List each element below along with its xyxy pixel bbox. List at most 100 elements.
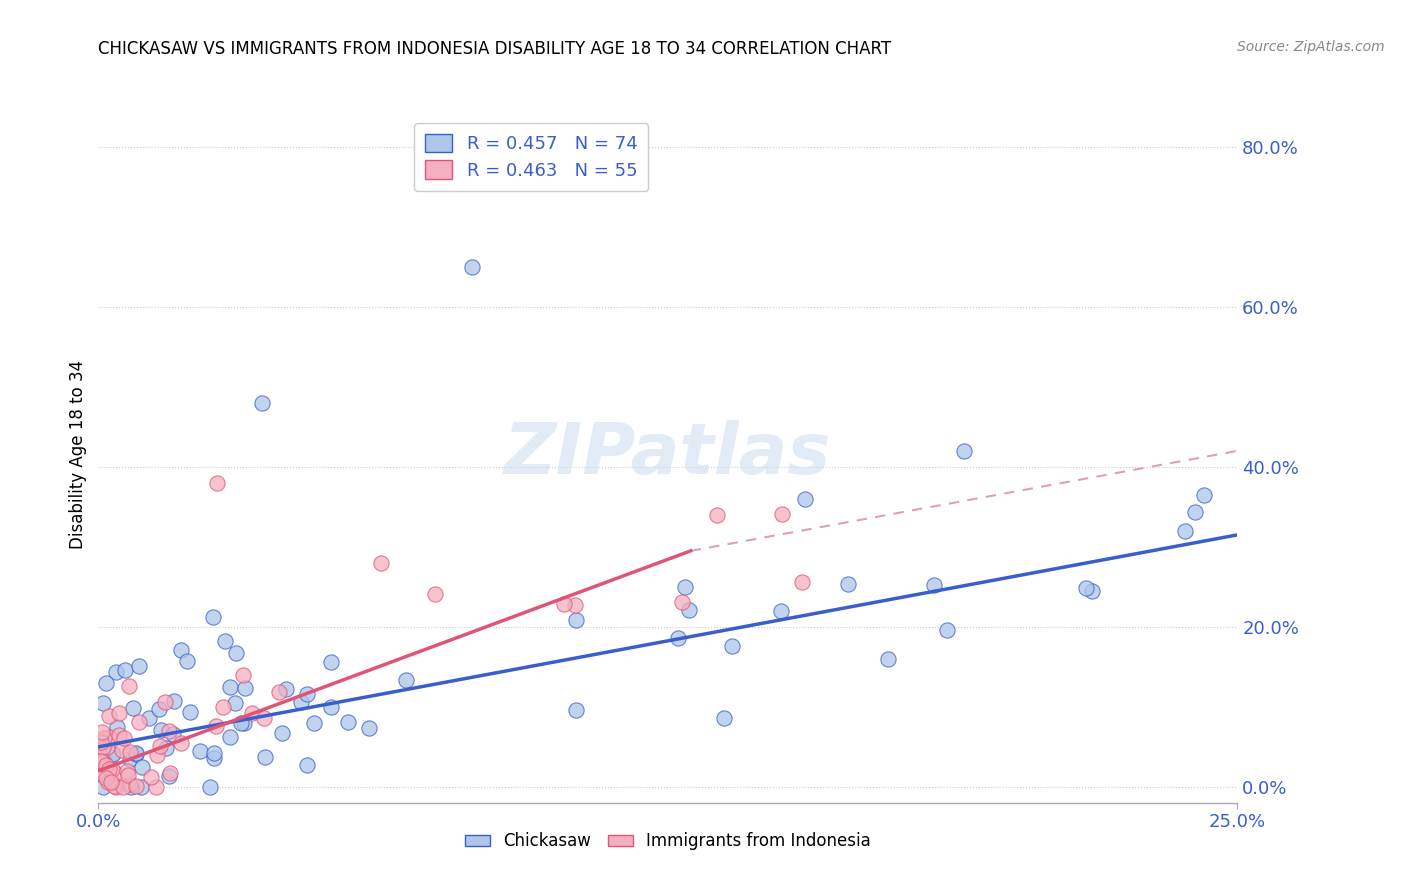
Point [267,685,290,699]
Point [225,646,247,660]
Point [91,780,114,794]
Point [321,700,343,714]
Point [157,769,180,783]
Point [90,734,112,748]
Point [198,780,221,794]
Point [721,639,744,653]
Point [953,444,976,458]
Point [793,491,815,506]
Point [253,750,276,764]
Point [93,768,115,782]
Point [274,681,297,696]
Point [94,758,117,772]
Point [114,663,136,677]
Point [100,747,122,761]
Point [141,770,163,784]
Point [98,762,121,776]
Point [105,721,128,735]
Point [666,631,689,645]
Point [138,710,160,724]
Point [1184,505,1206,519]
Point [97,775,120,789]
Point [108,728,131,742]
Point [96,676,118,690]
Point [101,762,124,776]
Point [162,726,184,740]
Point [357,721,380,735]
Point [1174,524,1197,538]
Point [423,587,446,601]
Point [706,508,728,523]
Point [117,768,139,782]
Point [205,475,228,490]
Point [922,578,945,592]
Point [153,695,176,709]
Point [553,597,575,611]
Point [103,779,125,793]
Point [115,764,138,778]
Point [201,610,224,624]
Point [118,679,141,693]
Point [129,780,152,794]
Point [108,706,131,720]
Legend: Chickasaw, Immigrants from Indonesia: Chickasaw, Immigrants from Indonesia [458,826,877,857]
Point [91,749,114,764]
Point [125,779,148,793]
Point [211,699,233,714]
Point [104,665,127,679]
Point [100,775,122,789]
Point [769,604,792,618]
Point [565,703,588,717]
Point [155,741,177,756]
Point [253,711,276,725]
Point [214,634,236,648]
Point [128,715,150,730]
Point [97,708,120,723]
Point [218,680,240,694]
Point [935,623,957,637]
Point [1074,581,1097,595]
Point [170,736,193,750]
Point [122,701,145,715]
Point [233,716,256,731]
Point [176,654,198,668]
Point [395,673,418,687]
Point [128,659,150,673]
Point [120,745,142,759]
Point [159,766,181,780]
Point [290,694,312,708]
Point [104,766,127,780]
Point [91,744,114,758]
Point [93,731,115,745]
Point [205,719,228,733]
Point [96,740,118,755]
Point [218,730,240,744]
Point [1081,584,1104,599]
Point [202,746,225,760]
Point [295,687,318,701]
Point [125,747,148,761]
Point [111,780,134,794]
Point [179,705,201,719]
Point [148,702,170,716]
Point [118,752,141,766]
Point [232,667,254,681]
Point [125,747,148,761]
Point [370,556,392,570]
Point [112,731,135,745]
Point [229,716,252,731]
Point [271,726,294,740]
Point [295,758,318,772]
Point [252,396,274,410]
Point [98,730,121,744]
Point [131,760,153,774]
Point [671,595,693,609]
Point [461,260,484,274]
Point [240,706,263,720]
Point [91,725,114,739]
Point [163,693,186,707]
Point [145,747,167,762]
Point [157,724,180,739]
Point [101,747,124,761]
Point [94,772,117,786]
